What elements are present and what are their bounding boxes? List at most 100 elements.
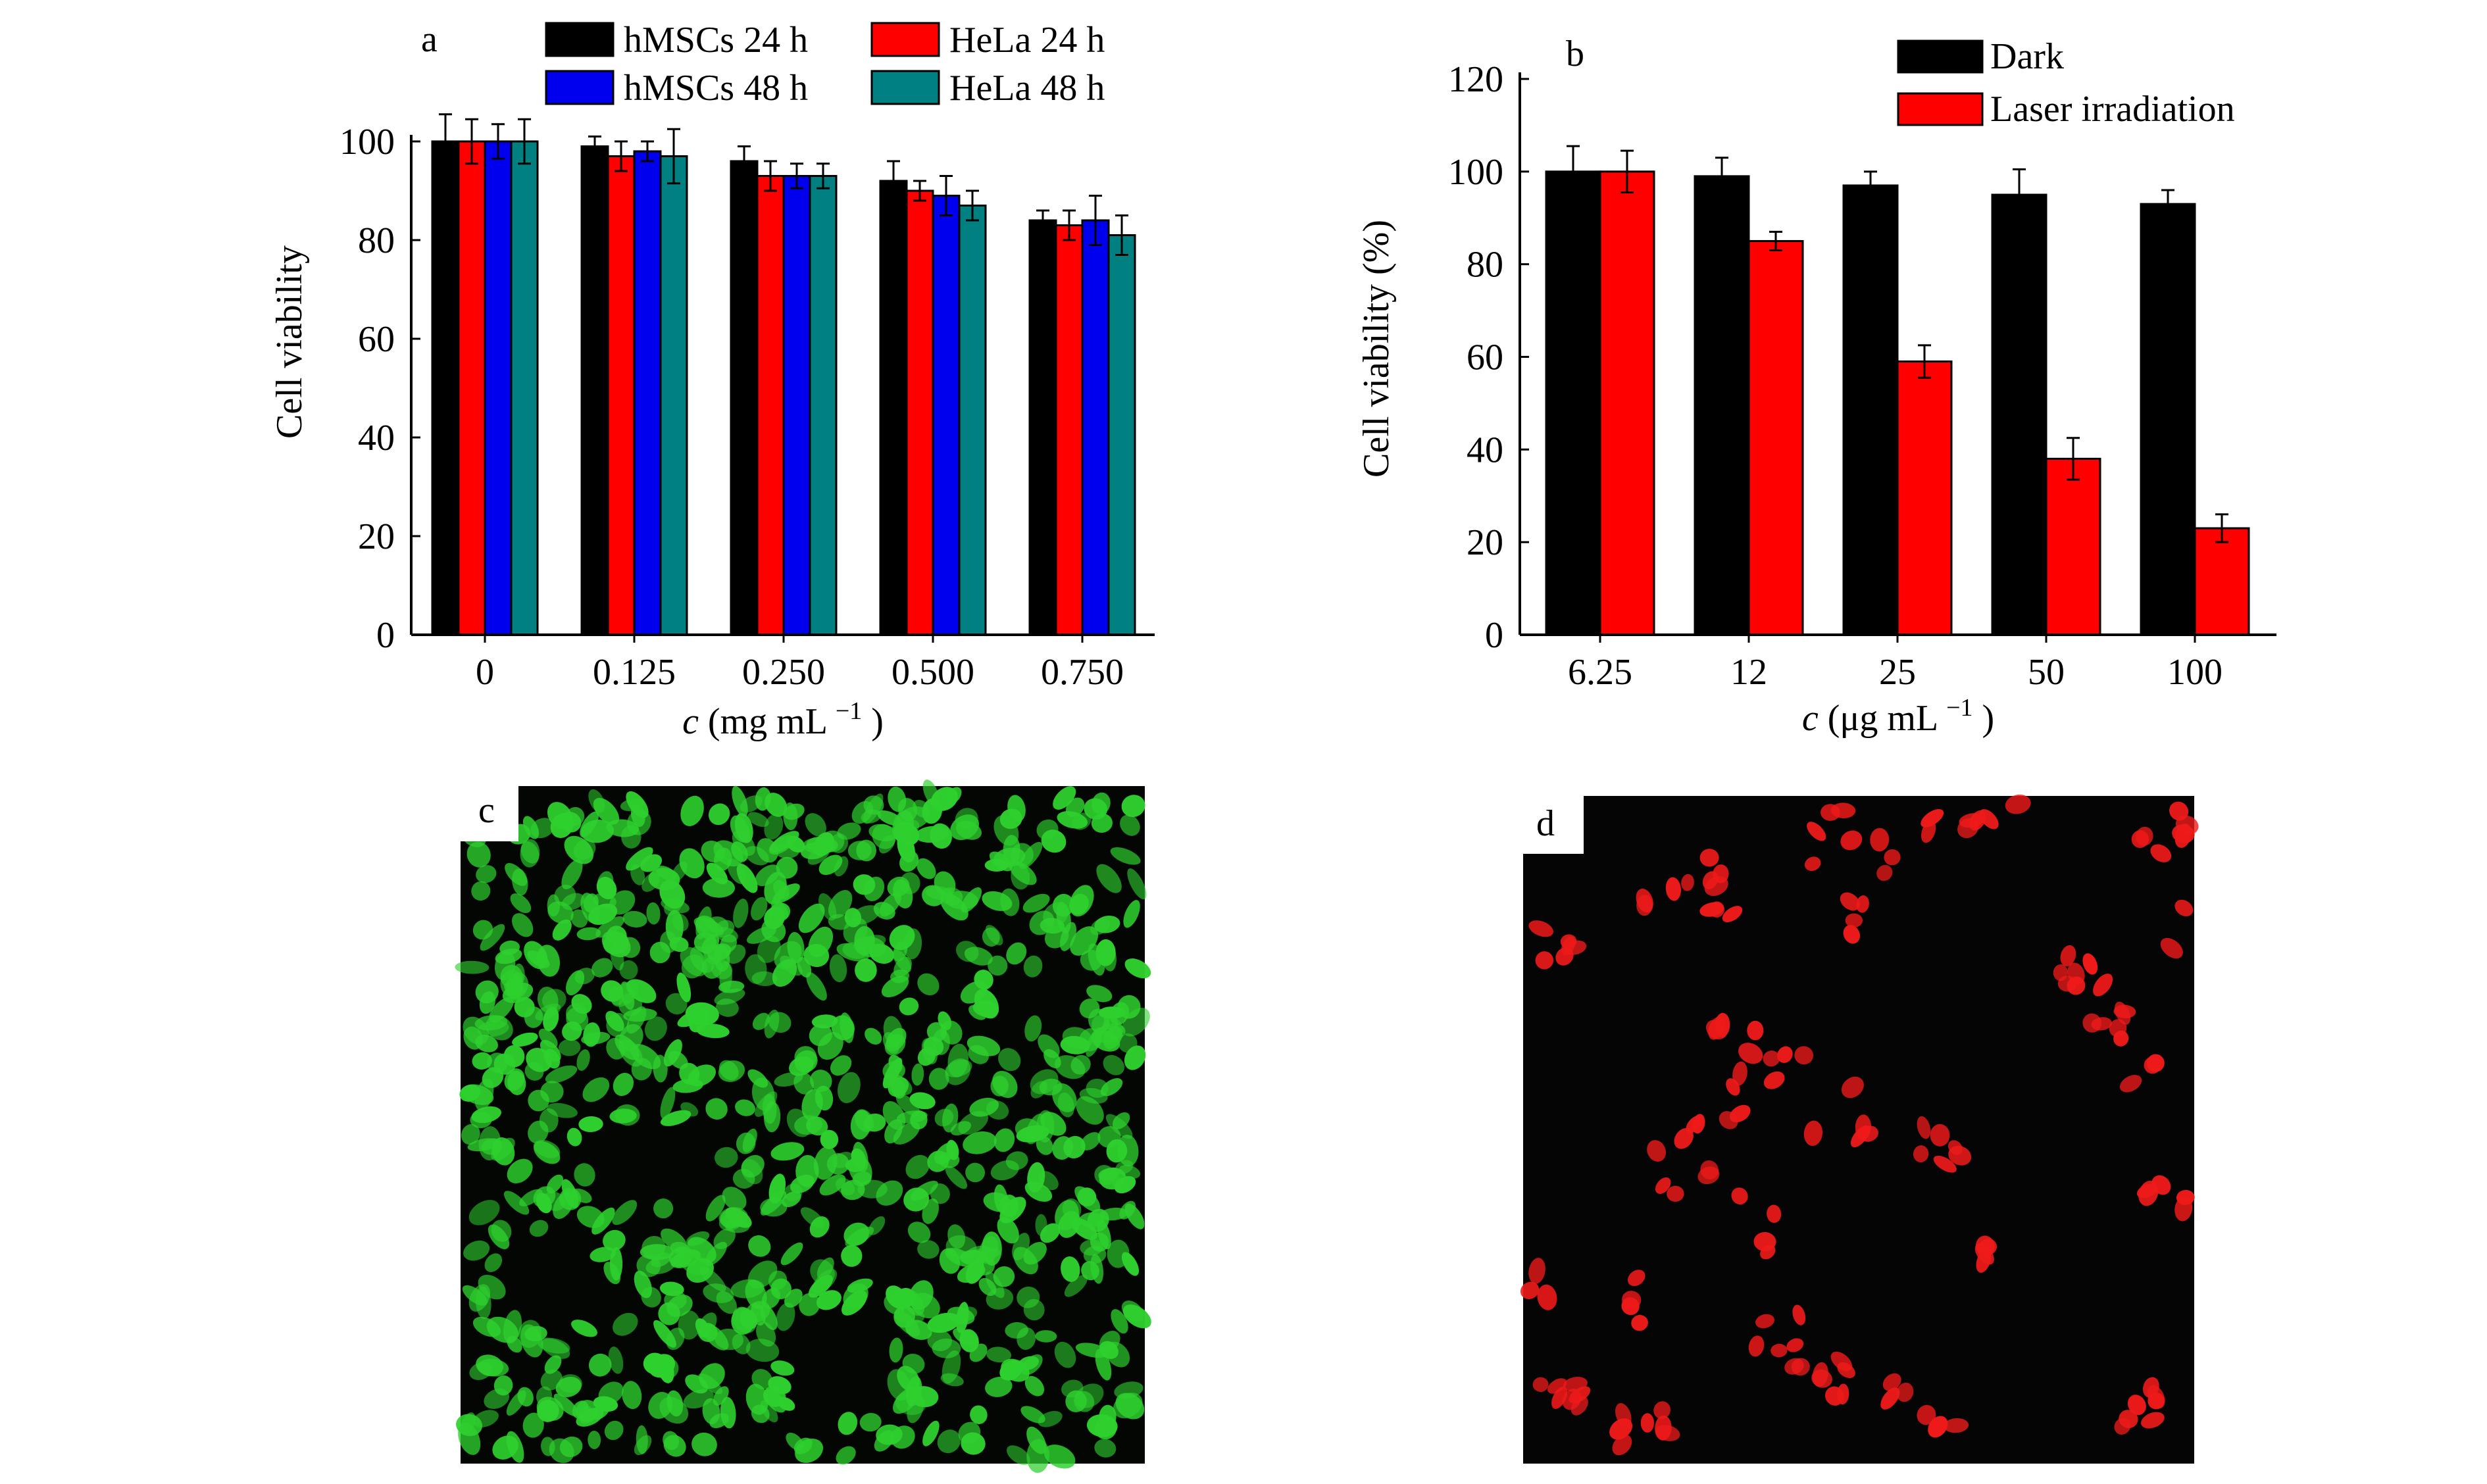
bar-a-hela-48-h-4 xyxy=(1107,234,1136,636)
red-cell xyxy=(2060,945,2076,967)
green-cell xyxy=(913,800,930,818)
green-cell xyxy=(549,1438,574,1464)
red-cell xyxy=(1747,1020,1764,1041)
green-cell xyxy=(760,1304,778,1330)
green-cell xyxy=(1038,1171,1059,1191)
green-cell xyxy=(671,861,688,881)
chart-b-xlabel-sup: −1 xyxy=(1946,694,1972,722)
green-cell xyxy=(479,991,495,1014)
green-cell xyxy=(922,779,940,806)
green-cell xyxy=(843,917,868,944)
green-cell xyxy=(1017,1356,1040,1371)
bar-a-hmscs-48-h-1 xyxy=(633,150,662,636)
red-cell xyxy=(1726,1078,1740,1096)
green-cell xyxy=(810,1070,832,1092)
x-tick-label-b-1: 12 xyxy=(1730,652,1767,693)
green-cell xyxy=(666,1327,685,1350)
green-cell xyxy=(661,898,690,914)
red-cell xyxy=(1975,1235,1995,1257)
micrograph-c-cells xyxy=(455,779,1151,1473)
red-cell xyxy=(2067,976,2086,995)
green-cell xyxy=(874,1430,895,1452)
chart-b-xlabel: c (μg mL −1 ) xyxy=(1802,683,1994,739)
green-cell xyxy=(1075,1343,1109,1358)
green-cell xyxy=(713,847,732,871)
green-cell xyxy=(641,1235,666,1259)
legend-label-b-0: Dark xyxy=(1990,36,2064,77)
green-cell xyxy=(535,1003,561,1021)
green-cell xyxy=(714,988,745,1005)
bar-b-dark-2 xyxy=(1842,184,1899,636)
red-cell xyxy=(1882,1373,1901,1391)
bar-a-hela-24-h-4 xyxy=(1055,224,1084,636)
red-cell xyxy=(1763,1051,1780,1067)
green-cell xyxy=(1118,1033,1138,1053)
green-cell xyxy=(863,876,885,902)
green-cell xyxy=(763,1385,786,1407)
green-cell xyxy=(1098,1168,1120,1181)
green-cell xyxy=(798,903,825,933)
green-cell xyxy=(591,958,613,977)
green-cell xyxy=(1062,1198,1082,1220)
red-cell xyxy=(1753,1231,1776,1252)
green-cell xyxy=(510,893,532,914)
green-cell xyxy=(1026,1439,1050,1473)
green-cell xyxy=(648,868,680,891)
green-cell xyxy=(903,1187,930,1212)
red-cell xyxy=(1612,1435,1632,1456)
green-cell xyxy=(762,1094,777,1124)
legend-swatch-a-1 xyxy=(870,22,940,57)
red-cell xyxy=(1520,1281,1540,1299)
bar-a-hela-48-h-3 xyxy=(958,205,987,636)
green-cell xyxy=(603,1262,620,1285)
green-cell xyxy=(488,1224,510,1250)
red-cell xyxy=(1786,1338,1804,1352)
green-cell xyxy=(718,1060,739,1081)
green-cell xyxy=(907,1393,924,1423)
green-cell xyxy=(795,1154,819,1187)
green-cell xyxy=(930,823,952,849)
red-cell xyxy=(1704,876,1728,896)
green-cell xyxy=(466,841,491,868)
green-cell xyxy=(581,1031,611,1045)
green-cell xyxy=(1064,1275,1088,1297)
green-cell xyxy=(942,1350,961,1384)
bar-b-dark-0 xyxy=(1545,170,1601,636)
green-cell xyxy=(768,1174,786,1204)
red-cell xyxy=(1803,1120,1823,1147)
green-cell xyxy=(558,1039,581,1056)
green-cell xyxy=(811,1014,838,1029)
green-cell xyxy=(953,1327,979,1347)
green-cell xyxy=(1077,1187,1097,1207)
legend-label-a-2: hMSCs 48 h xyxy=(624,68,808,109)
y-tick-label-a-5: 100 xyxy=(339,122,395,162)
green-cell xyxy=(1127,868,1147,900)
bar-a-hela-24-h-0 xyxy=(457,140,486,636)
green-cell xyxy=(636,1254,661,1277)
green-cell xyxy=(735,1099,755,1116)
green-cell xyxy=(644,1016,667,1041)
micrograph-panel-c: c xyxy=(455,779,1151,1473)
bar-b-laser-irradiation-4 xyxy=(2194,527,2250,636)
green-cell xyxy=(882,1032,899,1054)
red-cell xyxy=(1731,1187,1748,1205)
green-cell xyxy=(1011,864,1030,890)
green-cell xyxy=(702,878,735,898)
green-cell xyxy=(955,1302,969,1333)
green-cell xyxy=(813,832,834,856)
green-cell xyxy=(1113,1393,1143,1419)
green-cell xyxy=(680,795,704,826)
green-cell xyxy=(751,971,778,987)
red-cell xyxy=(1771,1343,1788,1358)
green-cell xyxy=(715,920,735,938)
green-cell xyxy=(732,1168,755,1189)
green-cell xyxy=(1091,813,1113,833)
red-cell xyxy=(1876,864,1893,881)
bar-b-laser-irradiation-2 xyxy=(1896,360,1953,636)
green-cell xyxy=(1111,1176,1130,1193)
green-cell xyxy=(886,1285,907,1309)
red-cell xyxy=(1655,1425,1680,1441)
chart-panel-b: 6.25 12 25 50 100 0 20 40 60 80 100 120 Dark Laser i… xyxy=(1356,34,2276,739)
red-cell xyxy=(2141,1412,2165,1429)
green-cell xyxy=(786,1108,811,1137)
